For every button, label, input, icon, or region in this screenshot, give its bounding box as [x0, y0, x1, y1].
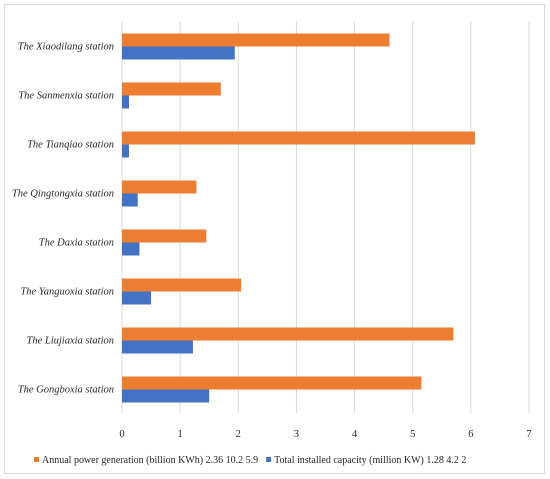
legend: Annual power generation (billion KWh) 2.… [34, 455, 466, 466]
bar-annual-power-generation [122, 131, 475, 145]
category-label: The Yanguoxia station [20, 287, 114, 298]
category-label: The Gongboxia station [18, 385, 114, 396]
category-label: The Tianqiao station [27, 140, 114, 151]
bar-total-installed-capacity [122, 291, 152, 305]
category-labels: The Xiaodilang station The Sanmenxia stat… [12, 42, 114, 396]
bar-annual-power-generation [122, 180, 197, 194]
x-tick-label: 6 [468, 429, 473, 440]
x-tick-label: 7 [526, 429, 531, 440]
x-tick-label: 2 [236, 429, 241, 440]
x-tick-labels: 0 1 2 3 4 5 6 7 [119, 429, 531, 440]
legend-swatch-annual-power-generation [34, 457, 39, 462]
bar-total-installed-capacity [122, 242, 140, 256]
legend-label-total-installed-capacity: Total installed capacity (million KW) 1.… [274, 455, 466, 466]
bar-annual-power-generation [122, 82, 221, 96]
bar-total-installed-capacity [122, 389, 210, 403]
bar-total-installed-capacity [122, 144, 129, 158]
x-tick-label: 1 [178, 429, 183, 440]
bar-annual-power-generation [122, 278, 242, 292]
chart-frame [4, 4, 545, 474]
legend-label-annual-power-generation: Annual power generation (billion KWh) 2.… [42, 455, 258, 466]
category-label: The Daxia station [39, 238, 114, 249]
category-label: The Sanmenxia station [18, 91, 114, 102]
x-tick-label: 4 [352, 429, 358, 440]
x-tick-label: 3 [294, 429, 299, 440]
bar-total-installed-capacity [122, 340, 193, 354]
bar-total-installed-capacity [122, 95, 129, 109]
bar-total-installed-capacity [122, 193, 138, 207]
bar-annual-power-generation [122, 327, 454, 341]
legend-swatch-total-installed-capacity [266, 457, 272, 462]
bar-total-installed-capacity [122, 46, 235, 60]
gridlines [121, 21, 530, 413]
bar-annual-power-generation [122, 229, 207, 243]
x-tick-label: 5 [410, 429, 415, 440]
category-label: The Liujiaxia station [26, 336, 114, 347]
bar-annual-power-generation [122, 376, 422, 390]
category-label: The Qingtongxia station [12, 189, 114, 200]
x-tick-label: 0 [119, 429, 124, 440]
category-label: The Xiaodilang station [18, 42, 114, 53]
bars [122, 33, 475, 403]
bar-annual-power-generation [122, 33, 390, 47]
